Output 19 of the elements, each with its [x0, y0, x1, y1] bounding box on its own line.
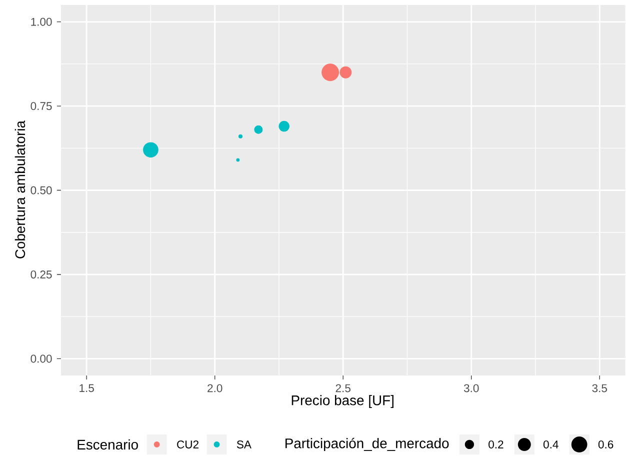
x-tick-label: 2.5: [336, 384, 350, 392]
x-tick-label: 3.0: [464, 384, 479, 392]
x-tick-label: 2.0: [208, 384, 222, 392]
legend-label: SA: [236, 440, 252, 448]
x-tick-label: 1.5: [80, 384, 94, 392]
legend-label: 0.6: [598, 440, 614, 448]
x-tick-label: 3.5: [592, 384, 607, 392]
legend-title: Escenario: [78, 439, 138, 450]
legend-label: CU2: [177, 440, 198, 448]
y-tick-label: 0.00: [30, 354, 52, 362]
y-axis-title: Cobertura ambulatoria: [14, 120, 26, 258]
legend-label: 0.2: [488, 440, 504, 448]
x-axis-title: Precio base [UF]: [292, 394, 394, 408]
y-tick-label: 0.75: [30, 102, 52, 110]
text: Participación_de_mercado: [286, 438, 449, 451]
legend-label: 0.4: [543, 440, 558, 448]
y-tick-label: 0.25: [30, 270, 52, 278]
y-tick-label: 0.50: [30, 186, 52, 194]
y-tick-label: 1.00: [31, 18, 52, 26]
